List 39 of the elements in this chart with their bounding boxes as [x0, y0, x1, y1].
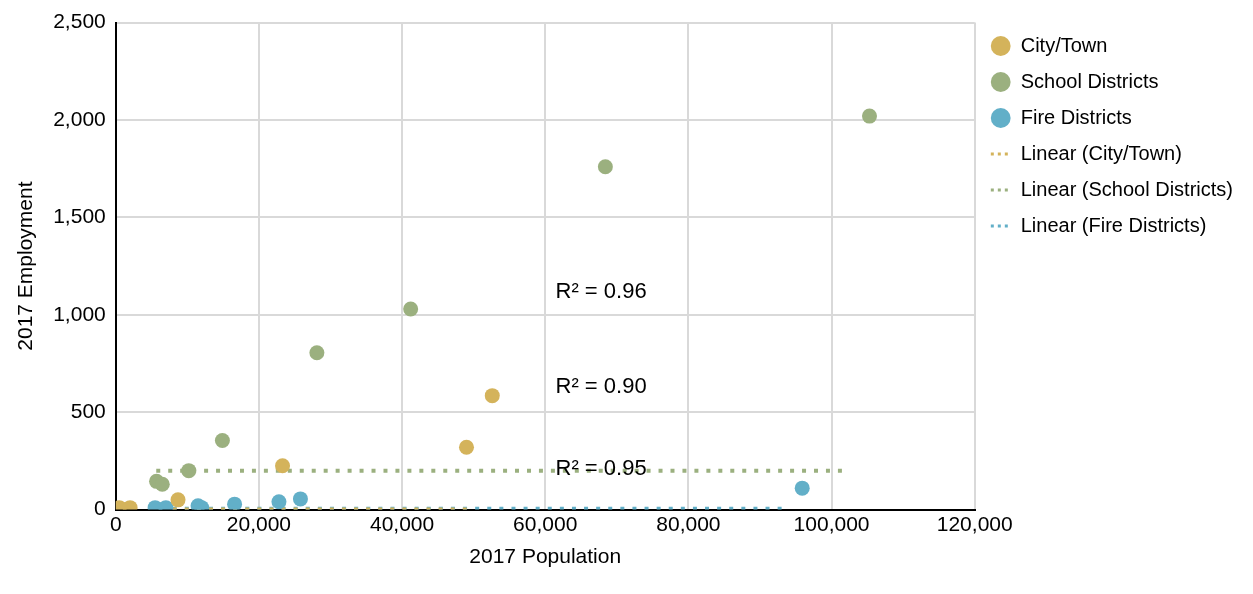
legend-label: Fire Districts — [1020, 105, 1132, 128]
legend-label: Linear (City/Town) — [1020, 141, 1182, 164]
point — [227, 496, 243, 510]
point — [271, 494, 287, 510]
point — [861, 108, 877, 124]
point — [309, 345, 325, 361]
point — [275, 458, 291, 474]
annotation: R² = 0.96 — [555, 277, 647, 303]
legend-label: School Districts — [1020, 69, 1159, 92]
point — [181, 463, 197, 479]
x-tick-label: 40,000 — [369, 512, 435, 535]
annotation: R² = 0.90 — [555, 372, 647, 398]
legend-label: Linear (School Districts) — [1020, 177, 1234, 200]
y-axis-title: 2017 Employment — [13, 181, 37, 351]
x-tick-label: 120,000 — [936, 512, 1013, 535]
y-tick-label: 1,500 — [53, 204, 106, 228]
x-tick-label: 100,000 — [793, 512, 870, 535]
point — [214, 432, 230, 448]
point — [459, 439, 474, 455]
point — [292, 491, 308, 507]
point — [484, 388, 500, 404]
x-tick-label: 20,000 — [226, 512, 292, 535]
point — [403, 301, 419, 317]
y-tick-label: 2,500 — [53, 9, 106, 33]
x-axis-title: 2017 Population — [469, 544, 622, 568]
y-tick-label: 1,000 — [53, 301, 106, 325]
x-tick-label: 80,000 — [656, 512, 721, 535]
x-tick-label: 60,000 — [513, 512, 578, 535]
point — [597, 159, 613, 175]
y-tick-label: 2,000 — [53, 106, 106, 130]
point — [794, 480, 810, 496]
y-tick-label: 0 — [94, 496, 106, 520]
y-tick-label: 500 — [70, 399, 106, 422]
legend-label: City/Town — [1020, 33, 1108, 56]
point — [154, 476, 170, 492]
x-tick-label: 0 — [109, 512, 122, 535]
legend-label: Linear (Fire Districts) — [1020, 213, 1207, 236]
annotation: R² = 0.95 — [555, 455, 647, 481]
point — [170, 492, 186, 508]
